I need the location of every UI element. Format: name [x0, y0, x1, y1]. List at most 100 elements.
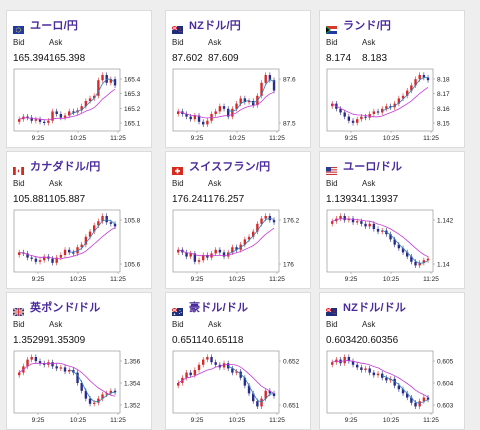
pair-title[interactable]: NZドル/円 [189, 20, 241, 32]
candle-body [197, 364, 201, 370]
pair-title[interactable]: スイスフラン/円 [189, 161, 271, 173]
rate-card-eur-jpy[interactable]: ユーロ/円 Bid Ask 165.394165.398 165.4 165.3 16… [6, 10, 152, 148]
pair-title[interactable]: 豪ドル/ドル [189, 302, 249, 314]
candle-body [26, 253, 29, 258]
rate-card-zar-jpy[interactable]: ランド/円 Bid Ask 8.174 8.183 8.18 8.17 8.16 8.15… [319, 10, 465, 148]
candle-body [101, 394, 104, 399]
y-tick-label: 1.142 [437, 218, 454, 225]
candle-body [343, 112, 346, 117]
candle-body [84, 390, 88, 399]
price-chart[interactable]: 0.605 0.604 0.603 9:25 10:25 11:25 [325, 349, 461, 427]
price-chart[interactable]: 105.8 105.6 9:25 10:25 11:25 [12, 208, 148, 286]
price-chart[interactable]: 0.652 0.651 9:25 10:25 11:25 [171, 349, 307, 427]
price-chart[interactable]: 1.142 1.14 9:25 10:25 11:25 [325, 208, 461, 286]
pair-title[interactable]: 英ポンド/ドル [30, 302, 101, 314]
candle-body [231, 247, 234, 253]
candle-body [268, 75, 272, 81]
candle-body [401, 389, 405, 394]
candle-body [397, 98, 401, 104]
candle-body [84, 236, 88, 245]
candle-body [389, 106, 392, 108]
candle-body [356, 364, 359, 368]
bid-value: 176.241 [172, 194, 209, 205]
candle-body [193, 253, 197, 262]
price-chart[interactable]: 87.6 87.5 9:25 10:25 11:25 [171, 67, 307, 145]
bid-value: 8.174 [326, 53, 352, 64]
candle-body [80, 383, 83, 391]
candle-body [193, 370, 197, 376]
candle-body [197, 260, 201, 262]
x-tick-label: 9:25 [345, 417, 358, 424]
candle-body [343, 216, 346, 221]
candle-body [401, 248, 405, 253]
y-tick-label: 105.6 [124, 262, 141, 269]
rate-card-nzd-jpy[interactable]: NZドル/円 Bid Ask 87.602 87.609 87.6 87.5 9:25 1… [165, 10, 311, 148]
candle-body [189, 372, 192, 376]
pair-title[interactable]: ユーロ/円 [30, 20, 79, 32]
candle-body [51, 111, 54, 121]
candlestick-chart: 0.652 0.651 9:25 10:25 11:25 [172, 350, 300, 424]
price-chart[interactable]: 176.2 176 9:25 10:25 11:25 [171, 208, 307, 286]
candle-body [55, 366, 58, 369]
moving-average-line [382, 230, 429, 264]
candle-body [222, 252, 226, 257]
x-tick-label: 9:25 [32, 276, 45, 283]
ask-label: Ask [49, 320, 63, 329]
candle-body [18, 252, 21, 255]
price-chart[interactable]: 165.4 165.3 165.2 165.1 9:25 10:25 11:25 [12, 67, 148, 145]
candle-body [372, 372, 376, 376]
x-tick-label: 10:25 [70, 417, 87, 424]
ask-label: Ask [49, 179, 63, 188]
rate-card-eur-usd[interactable]: ユーロ/ドル Bid Ask 1.139341.13937 1.142 1.14 9:… [319, 151, 465, 289]
candle-body [356, 119, 359, 123]
candle-body [18, 372, 21, 376]
y-tick-label: 0.605 [437, 359, 454, 366]
flag-svg [325, 307, 337, 316]
x-tick-label: 11:25 [110, 135, 126, 142]
candle-body [93, 95, 96, 99]
candle-body [68, 249, 71, 253]
candle-body [210, 357, 213, 363]
ask-label: Ask [49, 38, 63, 47]
rate-card-nzd-usd[interactable]: NZドル/ドル Bid Ask 0.603420.60356 0.605 0.604… [319, 292, 465, 430]
pair-title[interactable]: カナダドル/円 [30, 161, 101, 173]
rate-card-chf-jpy[interactable]: スイスフラン/円 Bid Ask 176.241176.257 176.2 176 9… [165, 151, 311, 289]
candle-body [227, 363, 230, 369]
rate-card-cad-jpy[interactable]: カナダドル/円 Bid Ask 105.881105.887 105.8 105.6… [6, 151, 152, 289]
candle-body [393, 378, 396, 386]
candle-body [18, 119, 21, 122]
y-tick-label: 176 [283, 262, 294, 269]
candle-body [97, 80, 100, 96]
candle-body [243, 377, 247, 386]
rate-card-aud-usd[interactable]: 豪ドル/ドル Bid Ask 0.651140.65118 0.652 0.651 9… [165, 292, 311, 430]
x-tick-label: 9:25 [345, 276, 358, 283]
plot-frame [13, 350, 121, 414]
candle-body [264, 75, 267, 83]
rate-card-gbp-usd[interactable]: 英ポンド/ドル Bid Ask 1.352991.35309 1.356 1.354… [6, 292, 152, 430]
candle-body [84, 101, 88, 107]
pair-title[interactable]: ランド/円 [343, 20, 392, 32]
pair-title[interactable]: ユーロ/ドル [343, 161, 403, 173]
candle-body [264, 390, 267, 399]
candle-body [410, 85, 413, 91]
candle-body [59, 114, 63, 118]
bid-label: Bid [326, 179, 338, 188]
candle-body [364, 368, 367, 370]
x-tick-label: 11:25 [269, 417, 285, 424]
candle-body [235, 371, 238, 373]
y-tick-label: 0.652 [283, 359, 300, 366]
price-chart[interactable]: 8.18 8.17 8.16 8.15 9:25 10:25 11:25 [325, 67, 461, 145]
pair-title[interactable]: NZドル/ドル [343, 302, 407, 314]
price-chart[interactable]: 1.356 1.354 1.352 9:25 10:25 11:25 [12, 349, 148, 427]
x-tick-label: 10:25 [229, 276, 246, 283]
candle-body [76, 372, 79, 383]
candle-body [339, 108, 342, 113]
flag-svg [172, 167, 183, 175]
candle-body [177, 249, 180, 253]
ask-label: Ask [208, 179, 222, 188]
y-tick-label: 0.604 [437, 381, 454, 388]
moving-average-line [228, 366, 275, 403]
candlestick-chart: 105.8 105.6 9:25 10:25 11:25 [13, 209, 141, 283]
candle-body [360, 367, 363, 370]
candle-body [72, 252, 75, 254]
